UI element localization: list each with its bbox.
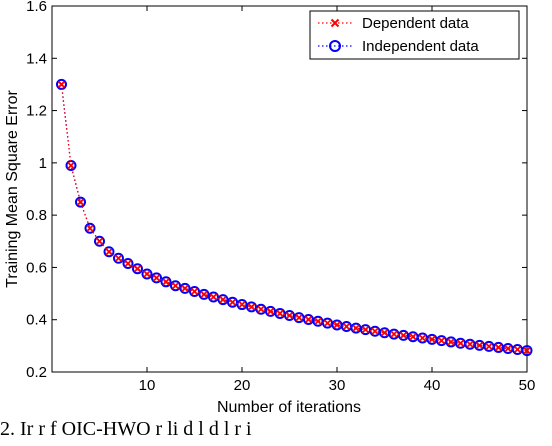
x-tick-label: 20 [234, 377, 251, 394]
data-point-x [276, 309, 284, 318]
data-point-x [95, 237, 104, 245]
data-point-circle [103, 246, 115, 258]
data-point-x [323, 319, 332, 327]
data-point-x [162, 278, 170, 286]
data-point-circle [132, 263, 143, 275]
x-tick-label: 50 [519, 377, 536, 394]
y-tick-label: 1.6 [26, 0, 47, 15]
data-point-circle [246, 301, 257, 313]
plot-area [51, 5, 528, 373]
data-point-circle [198, 288, 210, 300]
data-point-circle [160, 276, 172, 288]
data-point-circle [141, 268, 153, 280]
data-point-x [485, 342, 493, 351]
legend-marker-circle-icon [329, 40, 341, 52]
y-tick-label: 0.4 [26, 312, 47, 329]
data-point-x [247, 303, 256, 311]
data-point-x [418, 334, 427, 342]
legend-label-independent: Independent data [362, 38, 479, 55]
data-point-x [513, 345, 522, 354]
data-point-x [209, 293, 218, 301]
data-point-circle [217, 294, 229, 306]
data-point-x [152, 274, 161, 282]
axis-ticks: 0.2 0.4 0.6 0.8 1 1.2 1.4 1.6 10 20 30 40 50 [26, 0, 535, 394]
data-point-x [437, 336, 446, 345]
data-point-x [200, 290, 208, 298]
data-point-x [428, 335, 436, 343]
y-tick-label: 0.8 [26, 207, 47, 224]
legend-item-dependent: Dependent data [318, 15, 469, 32]
series-layer [56, 78, 533, 357]
data-point-x [314, 317, 322, 325]
data-point-circle [84, 222, 96, 234]
data-point-circle [151, 272, 162, 284]
data-point-x [390, 330, 398, 338]
data-point-circle [189, 285, 200, 297]
data-point-x [86, 224, 94, 232]
legend-label-dependent: Dependent data [362, 15, 469, 32]
data-point-x [342, 322, 351, 331]
data-point-x [371, 327, 379, 335]
data-point-x [181, 284, 189, 292]
y-tick-label: 1.2 [26, 103, 47, 120]
y-tick-label: 0.2 [26, 364, 47, 381]
data-point-x [190, 287, 199, 296]
data-point-x [171, 282, 180, 290]
x-tick-label: 30 [329, 377, 346, 394]
data-point-circle [521, 345, 533, 357]
data-point-circle [208, 291, 219, 303]
data-point-x [504, 344, 512, 353]
data-point-x [143, 270, 151, 278]
data-point-x [228, 298, 237, 306]
data-point-x [133, 265, 142, 273]
data-point-x [105, 248, 113, 256]
data-point-x [494, 343, 503, 352]
figure-caption: 2. Ir r f OIC-HWO r li d l d l r i [0, 418, 252, 440]
data-point-x [257, 305, 265, 313]
data-point-x [124, 259, 132, 268]
data-point-circle [227, 296, 238, 308]
series-dependent [57, 80, 531, 355]
data-point-circle [236, 299, 248, 311]
data-point-circle [94, 235, 105, 247]
data-point-x [285, 311, 294, 320]
data-point-x [456, 339, 465, 347]
data-point-x [266, 307, 275, 315]
data-point-x [295, 313, 303, 322]
x-axis-label: Number of iterations [217, 399, 361, 416]
y-axis-label: Training Mean Square Error [4, 89, 21, 287]
data-point-x [352, 324, 360, 332]
data-point-x [67, 161, 75, 170]
data-point-x [380, 329, 389, 337]
data-point-x [57, 80, 66, 89]
data-point-x [333, 321, 341, 329]
y-tick-label: 1.4 [26, 50, 47, 67]
x-tick-label: 40 [424, 377, 441, 394]
y-tick-label: 0.6 [26, 259, 47, 276]
data-point-circle [75, 196, 86, 208]
data-point-x [523, 346, 531, 355]
legend-marker-x-icon [330, 18, 340, 28]
x-tick-label: 10 [139, 377, 156, 394]
data-point-x [304, 315, 313, 324]
data-point-x [219, 295, 227, 304]
legend: Dependent data Independent data [309, 10, 520, 60]
data-point-x [114, 254, 123, 262]
data-point-x [399, 331, 408, 340]
data-point-x [409, 333, 417, 341]
line-chart: 0.2 0.4 0.6 0.8 1 1.2 1.4 1.6 10 20 30 40 50 Number … [4, 0, 535, 416]
legend-item-independent: Independent data [318, 38, 479, 55]
data-point-x [447, 338, 455, 346]
data-point-x [361, 326, 370, 334]
data-point-circle [122, 258, 134, 270]
data-point-x [238, 300, 246, 309]
y-tick-label: 1 [39, 155, 47, 172]
data-point-x [466, 340, 474, 348]
legend-box [309, 10, 520, 60]
data-point-circle [179, 282, 191, 294]
data-point-circle [170, 280, 181, 292]
data-point-x [475, 341, 484, 349]
data-point-x [76, 198, 85, 206]
data-point-circle [113, 252, 124, 264]
